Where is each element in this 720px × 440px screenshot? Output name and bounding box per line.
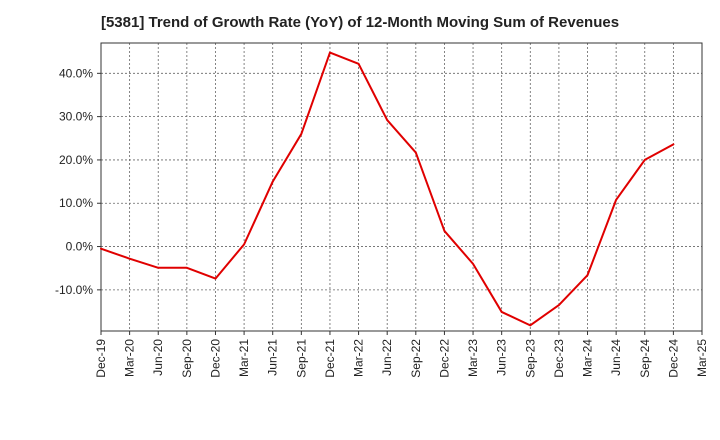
x-tick-label: Mar-23	[466, 339, 480, 377]
data-point	[500, 311, 503, 313]
tick-labels: 40.0% 30.0% 20.0% 10.0% 0.0% -10.0% Dec-19 Mar-…	[55, 66, 709, 377]
data-point	[643, 159, 646, 161]
data-point	[586, 274, 589, 276]
x-tick-label: Sep-23	[523, 339, 537, 378]
y-tick-label: -10.0%	[55, 283, 93, 297]
data-point	[243, 243, 245, 246]
data-point	[415, 151, 417, 154]
x-tick-label: Dec-24	[666, 339, 680, 378]
x-tick-label: Dec-22	[437, 339, 451, 378]
x-tick-label: Dec-23	[552, 339, 566, 378]
data-point	[472, 263, 474, 265]
data-point	[357, 62, 360, 65]
grid-lines	[100, 43, 703, 331]
axes	[97, 42, 703, 335]
x-tick-label: Dec-21	[323, 339, 337, 378]
x-tick-label: Jun-22	[380, 339, 394, 376]
x-tick-label: Jun-24	[609, 339, 623, 376]
x-tick-label: Sep-20	[180, 339, 194, 378]
x-tick-label: Sep-24	[638, 339, 652, 378]
x-tick-label: Jun-20	[151, 339, 165, 376]
y-tick-label: 20.0%	[59, 153, 93, 167]
x-tick-label: Mar-24	[581, 339, 595, 377]
data-point	[329, 51, 331, 54]
x-tick-label: Dec-19	[94, 339, 108, 378]
data-point	[128, 257, 131, 260]
data-point	[100, 247, 102, 250]
x-tick-label: Dec-20	[208, 339, 222, 378]
x-tick-label: Mar-22	[352, 339, 366, 377]
data-point	[615, 198, 617, 201]
chart-title: [5381] Trend of Growth Rate (YoY) of 12-…	[100, 14, 620, 31]
y-tick-label: 40.0%	[59, 66, 93, 80]
data-point	[386, 119, 388, 121]
x-tick-label: Sep-22	[409, 339, 423, 378]
x-tick-label: Sep-21	[294, 339, 308, 378]
data-point	[214, 277, 217, 280]
data-point	[529, 324, 532, 327]
plot-border	[100, 42, 703, 332]
data-point	[558, 304, 560, 306]
x-tick-label: Mar-21	[237, 339, 251, 377]
y-tick-label: 30.0%	[59, 110, 93, 124]
y-tick-label: 10.0%	[59, 196, 93, 210]
data-point	[443, 230, 446, 232]
data-point	[672, 143, 675, 146]
data-point	[186, 266, 188, 269]
data-point	[157, 266, 160, 269]
data-point	[300, 133, 303, 135]
data-point	[271, 180, 274, 183]
series-layer	[100, 51, 675, 327]
x-tick-label: Jun-21	[266, 339, 280, 376]
x-tick-label: Mar-25	[695, 339, 709, 377]
x-tick-label: Mar-20	[123, 339, 137, 377]
x-tick-label: Jun-23	[495, 339, 509, 376]
y-tick-label: 0.0%	[66, 240, 94, 254]
